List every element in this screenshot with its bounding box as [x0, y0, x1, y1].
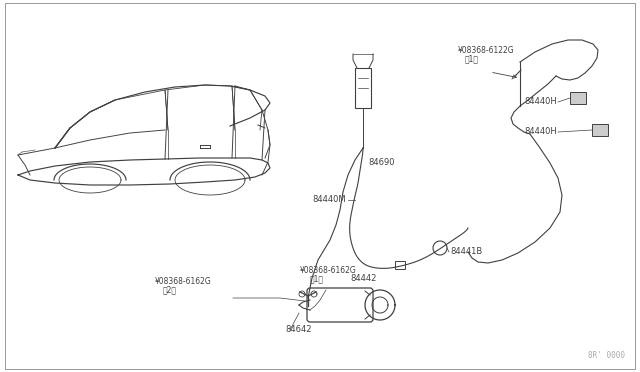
FancyBboxPatch shape	[570, 92, 586, 104]
Text: ¥08368-6162G: ¥08368-6162G	[300, 266, 356, 275]
Text: 84441B: 84441B	[450, 247, 483, 257]
Text: 84690: 84690	[368, 158, 394, 167]
Text: （2）: （2）	[163, 285, 177, 294]
FancyBboxPatch shape	[592, 124, 608, 136]
Text: （1）: （1）	[465, 54, 479, 63]
Text: 8R' 0000: 8R' 0000	[588, 351, 625, 360]
Text: 84440H: 84440H	[524, 128, 557, 137]
Text: ¥08368-6162G: ¥08368-6162G	[155, 277, 212, 286]
Bar	[355, 68, 371, 108]
Text: 84442: 84442	[350, 274, 376, 283]
Text: 84642: 84642	[285, 325, 312, 334]
Text: 84440M: 84440M	[312, 196, 346, 205]
Text: （1）: （1）	[310, 274, 324, 283]
Text: 84440H: 84440H	[524, 97, 557, 106]
Text: ¥08368-6122G: ¥08368-6122G	[458, 46, 515, 55]
